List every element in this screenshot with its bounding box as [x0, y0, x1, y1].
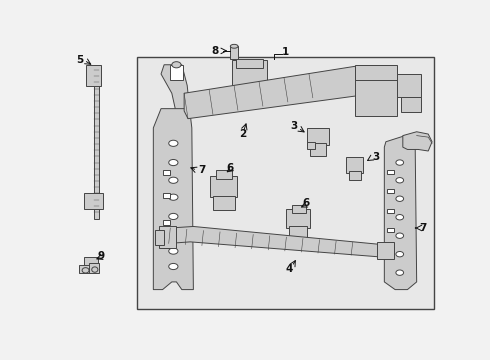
Bar	[397, 74, 420, 97]
Polygon shape	[153, 109, 194, 289]
Bar	[232, 60, 267, 87]
Ellipse shape	[169, 248, 178, 254]
Bar	[355, 65, 397, 80]
Text: 6: 6	[302, 198, 309, 208]
Text: 3: 3	[372, 152, 379, 162]
Ellipse shape	[396, 252, 404, 257]
Ellipse shape	[396, 215, 404, 220]
Bar	[89, 264, 99, 273]
Ellipse shape	[82, 267, 89, 273]
Ellipse shape	[169, 140, 178, 147]
Polygon shape	[169, 226, 386, 257]
Bar	[86, 65, 101, 86]
Bar	[163, 193, 171, 198]
Ellipse shape	[169, 231, 178, 237]
Bar	[163, 220, 171, 225]
Bar	[236, 59, 263, 68]
Bar	[94, 65, 98, 219]
Ellipse shape	[169, 177, 178, 183]
Bar	[349, 171, 361, 180]
Bar	[346, 157, 363, 172]
Ellipse shape	[169, 159, 178, 166]
Polygon shape	[184, 66, 363, 119]
Ellipse shape	[396, 177, 404, 183]
Ellipse shape	[92, 267, 98, 272]
Bar	[84, 257, 98, 266]
Text: 4: 4	[286, 264, 294, 274]
Ellipse shape	[396, 233, 404, 238]
Bar	[84, 193, 102, 209]
Text: 7: 7	[198, 165, 205, 175]
Bar	[307, 128, 329, 145]
Ellipse shape	[396, 160, 404, 165]
Text: 3: 3	[290, 121, 297, 131]
Bar	[163, 243, 171, 248]
Bar	[137, 57, 434, 309]
Bar	[307, 142, 315, 149]
Polygon shape	[384, 136, 416, 289]
Bar	[355, 66, 397, 116]
Bar	[401, 97, 420, 112]
Bar	[388, 228, 393, 232]
Bar	[79, 265, 90, 273]
Bar	[377, 242, 393, 259]
Bar	[286, 209, 311, 228]
Polygon shape	[403, 132, 432, 151]
Bar	[155, 230, 164, 245]
Text: 9: 9	[98, 251, 104, 261]
Text: 5: 5	[76, 55, 83, 65]
Ellipse shape	[230, 44, 238, 48]
Text: 7: 7	[419, 223, 426, 233]
Ellipse shape	[169, 194, 178, 200]
Bar	[388, 189, 393, 193]
Bar	[388, 209, 393, 213]
Bar	[159, 226, 176, 248]
Bar	[230, 46, 238, 59]
Polygon shape	[161, 65, 190, 114]
Ellipse shape	[396, 196, 404, 202]
Ellipse shape	[169, 213, 178, 220]
Bar	[388, 247, 393, 251]
Bar	[214, 195, 235, 210]
Text: 6: 6	[227, 163, 234, 173]
Text: 8: 8	[211, 46, 219, 56]
Bar	[292, 205, 306, 213]
Text: 2: 2	[240, 129, 247, 139]
Bar	[171, 65, 183, 80]
Bar	[163, 170, 171, 175]
Bar	[217, 170, 232, 180]
Bar	[210, 176, 237, 197]
Ellipse shape	[172, 62, 181, 68]
Bar	[388, 170, 393, 174]
Bar	[289, 226, 307, 239]
Ellipse shape	[396, 270, 404, 275]
Text: 1: 1	[282, 48, 290, 58]
Ellipse shape	[169, 264, 178, 270]
Bar	[311, 143, 326, 156]
